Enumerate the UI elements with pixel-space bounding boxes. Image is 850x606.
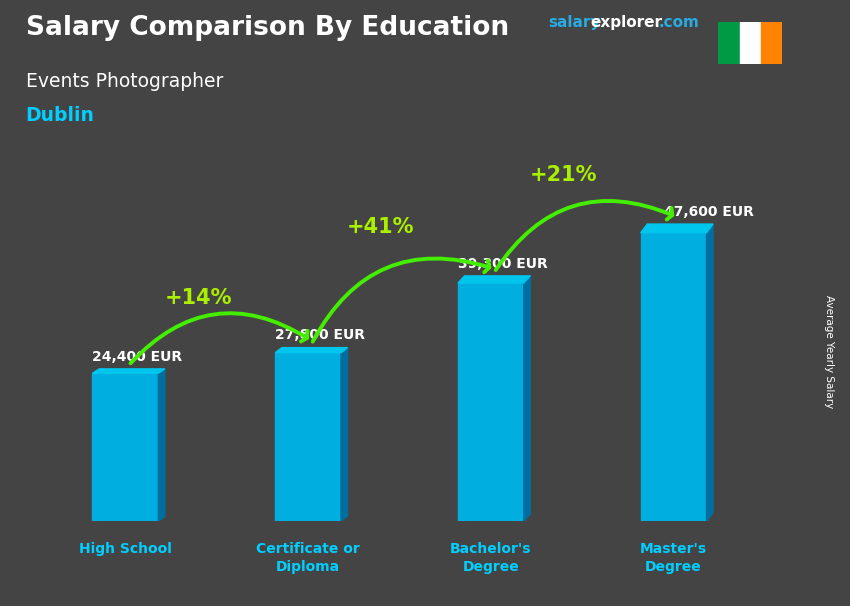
Polygon shape: [158, 369, 165, 521]
Text: High School: High School: [79, 542, 172, 556]
Text: Certificate or
Diploma: Certificate or Diploma: [256, 542, 360, 573]
Bar: [740, 22, 761, 64]
Polygon shape: [275, 353, 341, 521]
Text: explorer: explorer: [591, 15, 663, 30]
Text: Salary Comparison By Education: Salary Comparison By Education: [26, 15, 508, 41]
Polygon shape: [341, 348, 348, 521]
Bar: [761, 22, 782, 64]
Text: 39,300 EUR: 39,300 EUR: [458, 256, 547, 271]
Polygon shape: [93, 373, 158, 521]
Polygon shape: [458, 283, 524, 521]
Polygon shape: [524, 276, 530, 521]
Text: +14%: +14%: [164, 288, 232, 308]
Polygon shape: [275, 348, 348, 353]
Text: 47,600 EUR: 47,600 EUR: [665, 205, 754, 219]
Text: Events Photographer: Events Photographer: [26, 72, 223, 90]
Bar: [718, 22, 740, 64]
Text: Bachelor's
Degree: Bachelor's Degree: [450, 542, 531, 573]
Text: .com: .com: [659, 15, 700, 30]
Polygon shape: [641, 224, 713, 233]
Polygon shape: [93, 369, 165, 373]
Polygon shape: [641, 233, 706, 521]
Text: 27,800 EUR: 27,800 EUR: [275, 328, 366, 342]
Text: +41%: +41%: [347, 217, 415, 237]
Text: salary: salary: [548, 15, 601, 30]
Text: 24,400 EUR: 24,400 EUR: [93, 350, 183, 364]
Text: +21%: +21%: [530, 165, 598, 185]
Text: Dublin: Dublin: [26, 106, 94, 125]
Polygon shape: [458, 276, 530, 283]
Text: Master's
Degree: Master's Degree: [640, 542, 707, 573]
Text: Average Yearly Salary: Average Yearly Salary: [824, 295, 834, 408]
Polygon shape: [706, 224, 713, 521]
